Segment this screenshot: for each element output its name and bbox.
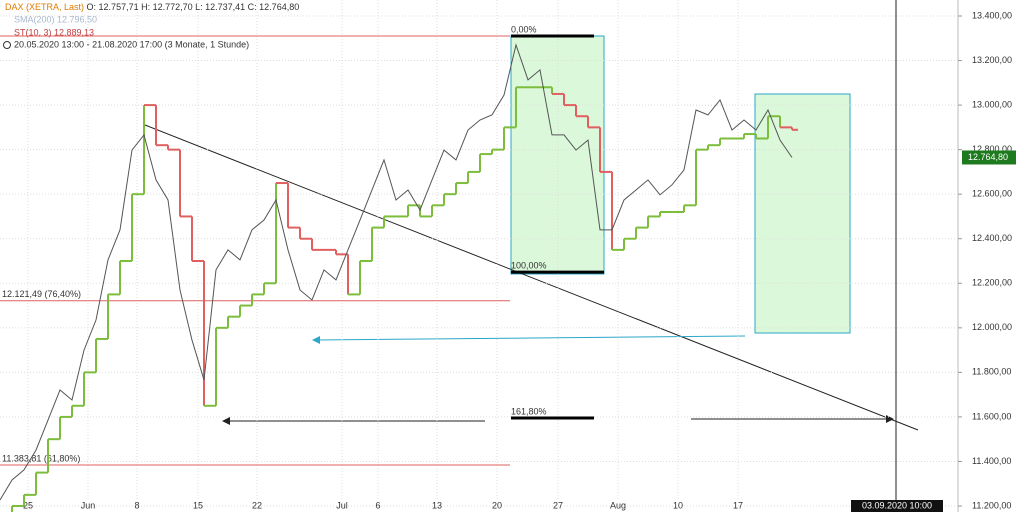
last-price-label: 12.764,80: [968, 152, 1008, 162]
y-tick-label: 12.200,00: [972, 278, 1012, 288]
x-tick-label: Aug: [610, 500, 626, 510]
y-tick-label: 11.600,00: [972, 411, 1011, 421]
arrow-head: [312, 336, 320, 344]
y-tick-label: 12.400,00: [972, 233, 1012, 243]
x-tick-label: 17: [733, 500, 743, 510]
x-tick-label: 8: [134, 500, 139, 510]
x-tick-label: 22: [252, 500, 262, 510]
fib-label: 100,00%: [511, 261, 547, 271]
x-tick-label: Jun: [81, 500, 96, 510]
y-tick-label: 13.400,00: [972, 10, 1012, 20]
box: [754, 93, 851, 334]
x-tick-label: 27: [553, 500, 563, 510]
arrow-head: [222, 417, 230, 425]
fib-label: 161,80%: [511, 406, 547, 416]
y-tick-label: 12.600,00: [972, 189, 1012, 199]
fib-label: 0,00%: [511, 24, 537, 34]
y-tick-label: 11.400,00: [972, 456, 1011, 466]
clock-icon: [3, 41, 11, 49]
y-tick-label: 12.000,00: [972, 322, 1012, 332]
price-line: [0, 43, 793, 501]
date-box: [851, 500, 943, 512]
y-tick-label: 13.000,00: [972, 99, 1012, 109]
level-label: 12.121,49 (76,40%): [2, 289, 81, 299]
header-range: 20.05.2020 13:00 - 21.08.2020 17:00 (3 M…: [14, 39, 249, 49]
legend-sma: SMA(200) 12.796,50: [14, 14, 97, 24]
x-tick-label: Jul: [336, 500, 348, 510]
arrow: [315, 335, 746, 341]
y-tick-label: 11.800,00: [972, 367, 1011, 377]
x-tick-label: 15: [193, 500, 203, 510]
x-tick-label: 6: [375, 500, 380, 510]
y-tick-label: 13.200,00: [972, 55, 1012, 65]
y-tick-label: 11.200,00: [972, 500, 1011, 510]
last-price-box: [962, 150, 1016, 165]
level-label: 11.383,81 (61,80%): [2, 453, 80, 463]
x-tick-label: 20: [492, 500, 502, 510]
trend-line: [144, 124, 919, 431]
x-tick-label: 10: [673, 500, 683, 510]
header-instrument: DAX (XETRA, Last) O: 12.757,71 H: 12.772…: [5, 2, 299, 12]
x-tick-label: 13: [432, 500, 442, 510]
x-tick-label: 25: [23, 500, 33, 510]
cursor-date: 03.09.2020 10:00: [862, 500, 932, 510]
y-tick-label: 12.800,00: [972, 144, 1012, 154]
legend-st: ST(10, 3) 12.889,13: [14, 27, 94, 37]
